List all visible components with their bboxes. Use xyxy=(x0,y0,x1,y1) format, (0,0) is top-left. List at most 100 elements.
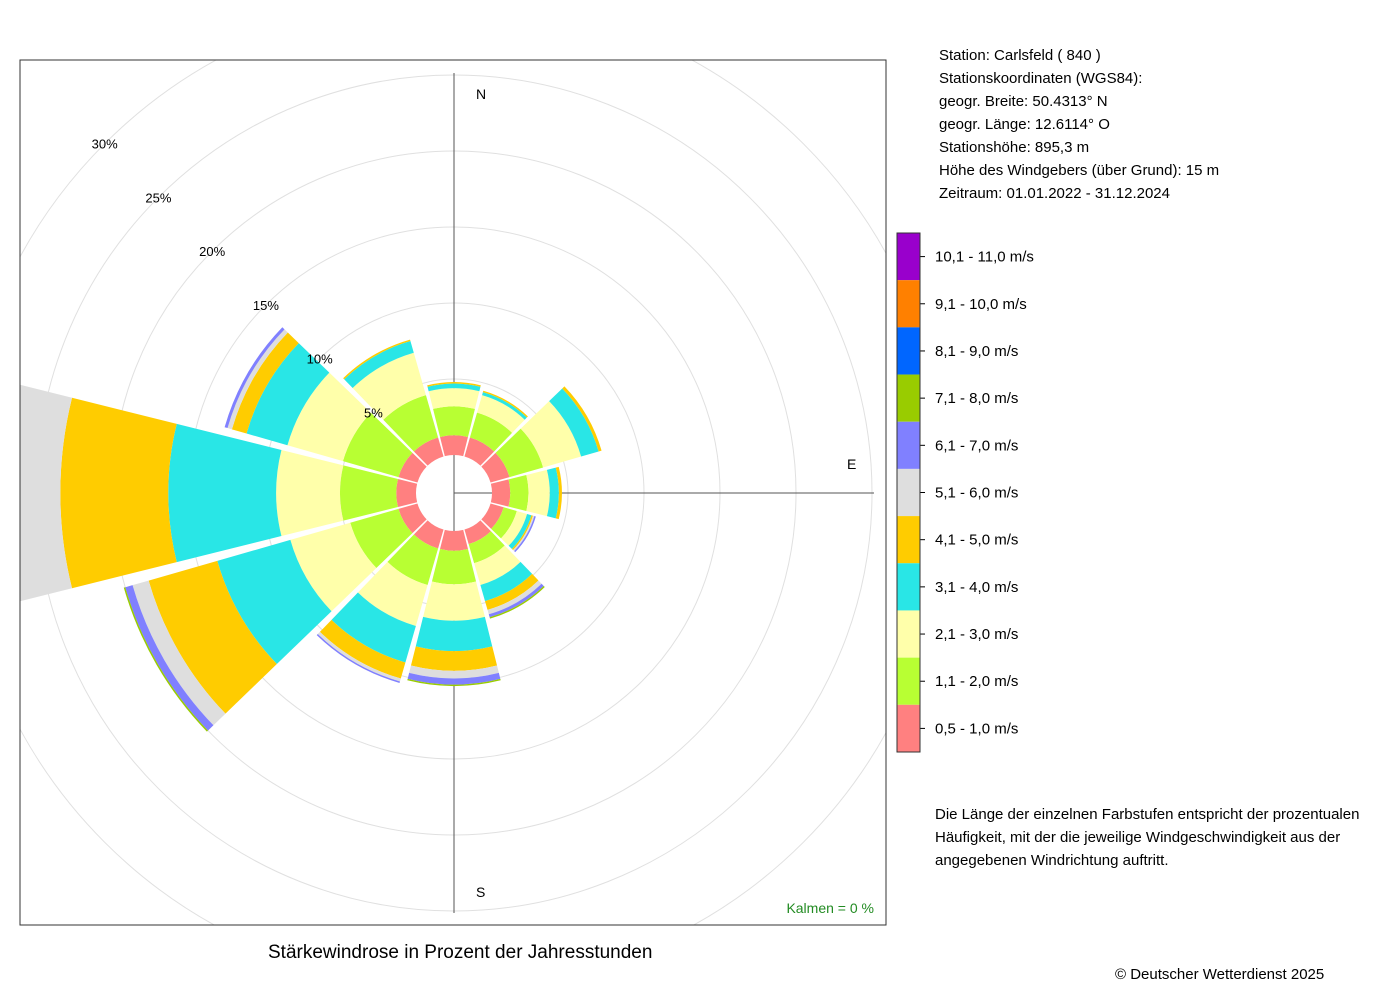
petal-segment xyxy=(148,560,277,714)
station-longitude: geogr. Länge: 12.6114° O xyxy=(939,116,1110,133)
petal-segment xyxy=(413,520,444,549)
petal-segment xyxy=(125,585,214,731)
petal-segment xyxy=(440,529,468,551)
petal-segment xyxy=(440,435,468,457)
petal-segment xyxy=(224,327,285,429)
petal-segment xyxy=(246,343,330,446)
compass-south: S xyxy=(476,884,485,900)
legend-label: 0,5 - 1,0 m/s xyxy=(935,720,1018,737)
petal-segment xyxy=(481,503,504,529)
petal-segment xyxy=(464,520,491,545)
petal-segment xyxy=(482,390,528,418)
legend-swatch xyxy=(897,233,920,281)
petal-segment xyxy=(398,503,427,534)
petal-segment xyxy=(331,592,416,663)
petal-segment xyxy=(555,466,562,520)
legend-label: 7,1 - 8,0 m/s xyxy=(935,390,1018,407)
petal-segment xyxy=(477,395,525,433)
legend-label: 1,1 - 2,0 m/s xyxy=(935,673,1018,690)
legend-frame xyxy=(896,232,921,753)
chart-title: Stärkewindrose in Prozent der Jahresstun… xyxy=(268,942,653,963)
petal-segment xyxy=(407,678,501,687)
petal-segment xyxy=(482,392,527,420)
legend-label: 2,1 - 3,0 m/s xyxy=(935,626,1018,643)
legend-label: 9,1 - 10,0 m/s xyxy=(935,296,1027,313)
station-name: Station: Carlsfeld ( 840 ) xyxy=(939,47,1101,64)
petal-segment xyxy=(464,437,495,466)
petal-segment xyxy=(352,352,426,420)
wind-petals xyxy=(0,327,602,732)
petal-segment xyxy=(20,384,73,602)
ring-label: 30% xyxy=(92,137,118,152)
petal-segment xyxy=(511,515,533,551)
petal-segment xyxy=(514,516,536,553)
petal-segment xyxy=(319,619,406,679)
petal-segment xyxy=(410,646,498,671)
petal-segment xyxy=(526,469,550,517)
legend-label: 6,1 - 7,0 m/s xyxy=(935,437,1018,454)
compass-east: E xyxy=(847,456,856,472)
legend-label: 8,1 - 9,0 m/s xyxy=(935,343,1018,360)
petal-segment xyxy=(276,449,344,537)
ring-label: 10% xyxy=(307,352,333,367)
petal-segment xyxy=(428,388,480,409)
ring-labels: 5% 10% 15% 20% 25% 30% xyxy=(92,137,384,421)
sensor-height: Höhe des Windgebers (über Grund): 15 m xyxy=(939,162,1220,179)
legend-swatch xyxy=(897,468,920,517)
petal-segment xyxy=(60,397,177,589)
ring-label: 15% xyxy=(253,298,279,313)
petal-segment xyxy=(562,386,602,452)
petal-segment xyxy=(495,428,544,478)
petal-segment xyxy=(508,474,529,512)
station-coords-heading: Stationskoordinaten (WGS84): xyxy=(939,70,1143,87)
petal-segment xyxy=(413,437,444,466)
legend-swatch xyxy=(897,516,920,564)
petal-segment xyxy=(501,511,528,546)
petal-segment xyxy=(520,401,582,468)
petal-segment xyxy=(546,467,559,519)
petal-segment xyxy=(383,395,439,452)
petal-segment xyxy=(217,539,332,665)
legend-swatch xyxy=(897,657,920,705)
petal-segment xyxy=(398,452,427,483)
petal-segment xyxy=(508,513,532,549)
legend-label: 10,1 - 11,0 m/s xyxy=(935,249,1034,266)
petal-segment xyxy=(474,545,521,586)
petal-segment xyxy=(469,412,513,452)
petal-segment xyxy=(0,375,12,610)
speed-legend: 10,1 - 11,0 m/s 9,1 - 10,0 m/s 8,1 - 9,0 m… xyxy=(896,232,1034,753)
petal-segment xyxy=(357,561,428,626)
petal-segment xyxy=(231,332,299,434)
petal-segment xyxy=(168,423,282,563)
petal-segment xyxy=(468,531,505,564)
petal-segment xyxy=(340,465,398,521)
station-latitude: geogr. Breite: 50.4313° N xyxy=(939,93,1108,110)
legend-swatch xyxy=(897,280,920,328)
legend-swatch xyxy=(897,421,920,469)
petal-segment xyxy=(490,479,511,507)
petal-segment xyxy=(427,383,481,392)
copyright: © Deutscher Wetterdienst 2025 xyxy=(1115,966,1325,983)
petal-segment xyxy=(344,341,414,389)
petal-segment xyxy=(396,479,418,507)
petal-segment xyxy=(513,515,535,552)
petal-segment xyxy=(480,561,533,602)
petal-segment xyxy=(549,388,599,457)
petal-segment xyxy=(485,573,539,610)
petal-segment xyxy=(481,452,510,483)
petal-segment xyxy=(433,406,475,437)
petal-segment xyxy=(287,372,371,462)
petal-segment xyxy=(488,583,544,618)
petal-segment xyxy=(407,672,501,685)
legend-swatch xyxy=(897,610,920,658)
legend-swatch xyxy=(897,704,920,752)
petal-segment xyxy=(350,508,413,568)
petal-segment xyxy=(387,534,439,586)
petal-segment xyxy=(423,581,485,621)
legend-swatch xyxy=(897,563,920,611)
petal-segment xyxy=(487,580,542,615)
petal-segment xyxy=(290,522,377,612)
petal-segment xyxy=(409,665,499,679)
station-elevation: Stationshöhe: 895,3 m xyxy=(939,139,1090,156)
